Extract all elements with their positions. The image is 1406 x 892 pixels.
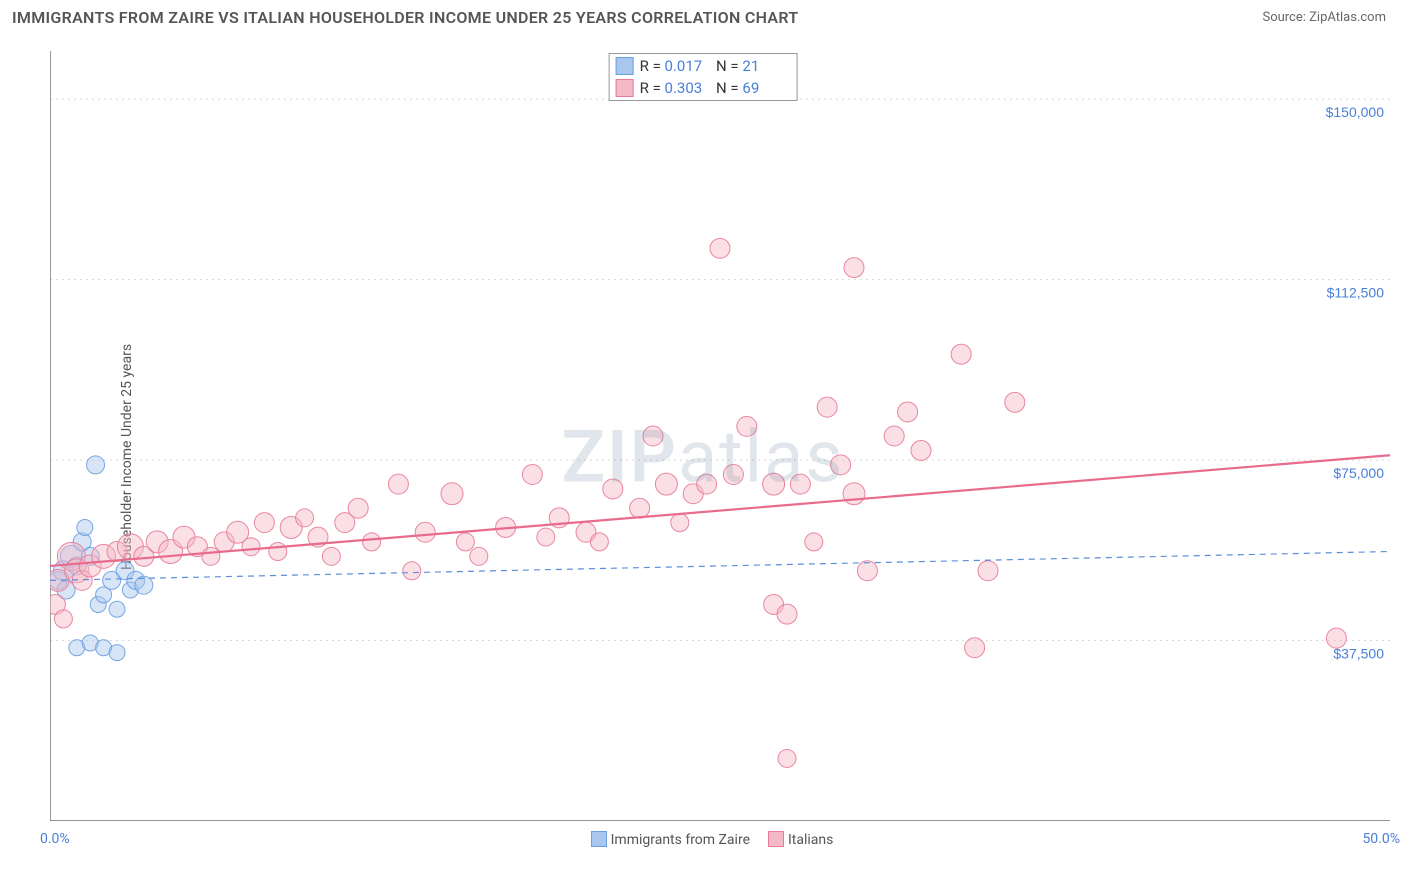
legend-swatch	[616, 79, 634, 97]
legend-n-value: 69	[742, 77, 786, 99]
title-bar: IMMIGRANTS FROM ZAIRE VS ITALIAN HOUSEHO…	[0, 0, 1406, 31]
correlation-legend-row: R = 0.303 N = 69	[616, 77, 787, 99]
legend-n-value: 21	[742, 55, 786, 77]
legend-r-value: 0.303	[665, 77, 709, 99]
legend-r-label: R =	[640, 79, 665, 97]
legend-series-label: Italians	[788, 832, 833, 848]
correlation-legend: R = 0.017 N = 21R = 0.303 N = 69	[609, 53, 798, 101]
legend-r-value: 0.017	[665, 55, 709, 77]
chart-wrap: Householder Income Under 25 years $37,50…	[0, 31, 1406, 883]
legend-r-label: R =	[640, 57, 665, 75]
svg-text:$37,500: $37,500	[1333, 646, 1384, 662]
svg-text:$150,000: $150,000	[1326, 104, 1385, 120]
legend-swatch	[591, 831, 607, 847]
svg-text:$75,000: $75,000	[1333, 465, 1384, 481]
legend-swatch	[768, 831, 784, 847]
legend-swatch	[616, 57, 634, 75]
chart-title: IMMIGRANTS FROM ZAIRE VS ITALIAN HOUSEHO…	[12, 8, 799, 27]
correlation-legend-row: R = 0.017 N = 21	[616, 55, 787, 77]
scatter-plot: $37,500 $75,000 $112,500 $150,000	[50, 51, 1390, 821]
svg-text:$112,500: $112,500	[1327, 285, 1385, 301]
legend-n-label: N =	[712, 57, 742, 75]
legend-series-label: Immigrants from Zaire	[611, 832, 750, 848]
legend-n-label: N =	[712, 79, 742, 97]
series-legend: Immigrants from Zaire Italians	[0, 831, 1406, 848]
source-attribution: Source: ZipAtlas.com	[1262, 10, 1386, 25]
